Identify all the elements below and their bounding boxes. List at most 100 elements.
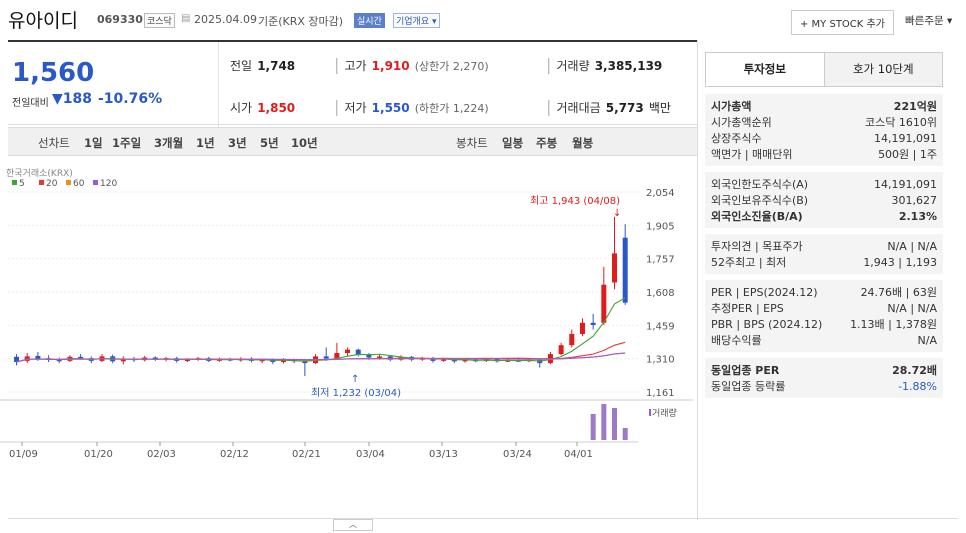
invest-group-g3: 투자의견 | 목표주가 N/A | N/A 52주최고 | 최저 1,943 | 1,… (705, 234, 943, 274)
candle-body (334, 353, 340, 359)
x-tick-label: 02/21 (292, 449, 321, 460)
amount-label: 거래대금 (556, 101, 601, 115)
basis-text: 기준(KRX 장마감) (258, 15, 344, 28)
invest-row-key: PBR | BPS (2024.12) (711, 317, 823, 331)
period-10y[interactable]: 10년 (291, 136, 318, 150)
invest-row-key: 액면가 | 매매단위 (711, 148, 793, 161)
period-1d[interactable]: 1일 (84, 136, 103, 150)
period-5y[interactable]: 5년 (260, 136, 279, 150)
invest-row-key: 시가총액순위 (711, 116, 772, 129)
low-value: 1,550 (371, 101, 410, 115)
arrow-up-icon: ↑ (351, 374, 359, 385)
candle-monthly[interactable]: 월봉 (572, 136, 594, 150)
invest-row-key: 외국인한도주식수(A) (711, 178, 809, 191)
candle-body (462, 359, 468, 362)
realtime-button[interactable]: 실시간 (354, 13, 385, 28)
high-label: 고가 (344, 59, 367, 73)
period-bar: 선차트 1일 1주일 3개월 1년 3년 5년 10년 봉차트 일봉 주봉 월봉 (8, 127, 697, 156)
candle-body (441, 359, 447, 361)
candle-body (569, 333, 575, 346)
candle-body (35, 355, 41, 359)
y-tick-label: 1,608 (646, 288, 675, 299)
invest-row-value: 코스닥 1610위 (865, 116, 937, 129)
high-annotation: 최고 1,943 (04/08) (530, 195, 620, 207)
period-3m[interactable]: 3개월 (154, 136, 184, 150)
collapse-button[interactable]: ︿ (333, 519, 373, 531)
period-1w[interactable]: 1주일 (112, 136, 142, 150)
x-tick-label: 04/01 (564, 449, 593, 460)
legend-label: 60 (73, 179, 85, 189)
invest-row-value: 1.13배 | 1,378원 (850, 318, 937, 331)
candle-body (579, 322, 585, 334)
invest-row: 배당수익률 N/A (711, 332, 937, 348)
candle-weekly[interactable]: 주봉 (536, 136, 558, 150)
volume-label: 거래량 (652, 407, 677, 419)
invest-row: 외국인보유주식수(B) 301,627 (711, 192, 937, 208)
candle-body (78, 356, 84, 359)
y-tick-label: 1,459 (646, 321, 675, 332)
candle-body (558, 345, 564, 355)
invest-row: 동일업종 PER 28.72배 (711, 362, 937, 378)
invest-row: 투자의견 | 목표주가 N/A | N/A (711, 238, 937, 254)
mystock-add-button[interactable]: + MY STOCK 추가 (791, 10, 894, 35)
price-summary: 1,560 전일대비 ▼188 -10.76% 전일 1,748 | 고가 1,… (8, 40, 697, 127)
stock-chart[interactable]: 2,054 1,905 1,757 1,608 1,459 1,310 1,161 한국거래소… (0, 160, 700, 460)
volume-bar (590, 414, 596, 440)
invest-row: 시가총액순위 코스닥 1610위 (711, 114, 937, 130)
candle-body (56, 359, 62, 362)
volume-bar (622, 428, 628, 440)
quick-order-button[interactable]: 빠른주문 ▾ (905, 15, 953, 27)
invest-row: 상장주식수 14,191,091 (711, 130, 937, 146)
tab-invest-info[interactable]: 투자정보 (706, 53, 824, 86)
stock-name: 유아이디 (8, 10, 78, 32)
date-text: 2025.04.09 (194, 13, 257, 26)
invest-row: 추정PER | EPS N/A | N/A (711, 300, 937, 316)
invest-row-key: 외국인보유주식수(B) (711, 194, 809, 207)
period-3y[interactable]: 3년 (228, 136, 247, 150)
y-tick-label: 2,054 (646, 188, 675, 199)
invest-row-value: 2.13% (898, 209, 937, 223)
period-1y[interactable]: 1년 (196, 136, 215, 150)
candle-daily[interactable]: 일봉 (502, 136, 524, 150)
upper-limit: (상한가 2,270) (414, 60, 489, 73)
invest-row-value: N/A | N/A (887, 239, 937, 253)
invest-info-panel: 시가총액 221억원 시가총액순위 코스닥 1610위 상장주식수 14,191,091 액… (705, 94, 943, 404)
calendar-icon: ▤ (181, 13, 191, 24)
invest-row: 52주최고 | 최저 1,943 | 1,193 (711, 254, 937, 270)
low-annotation: 최저 1,232 (03/04) (311, 387, 401, 399)
tab-orderbook[interactable]: 호가 10단계 (823, 53, 942, 86)
company-overview-button[interactable]: 기업개요 ▾ (393, 13, 440, 28)
invest-row-value: N/A | N/A (887, 301, 937, 315)
arrow-down-icon: ↓ (613, 208, 621, 219)
invest-row: 동일업종 등락률 -1.88% (711, 378, 937, 394)
invest-row-key: 외국인소진율(B/A) (711, 210, 803, 223)
open-value: 1,850 (257, 101, 296, 115)
x-tick-label: 01/20 (84, 449, 113, 460)
legend-label: 5 (19, 179, 25, 189)
invest-row-key: PER | EPS(2024.12) (711, 285, 818, 299)
invest-row: PER | EPS(2024.12) 24.76배 | 63원 (711, 284, 937, 300)
invest-row-value: 500원 | 1주 (878, 148, 937, 161)
x-tick-label: 02/03 (147, 449, 176, 460)
invest-group-g1: 시가총액 221억원 시가총액순위 코스닥 1610위 상장주식수 14,191,091 액… (705, 94, 943, 166)
market-badge: 코스닥 (144, 13, 175, 28)
prev-label: 전일 (230, 59, 253, 73)
invest-group-g5: 동일업종 PER 28.72배 동일업종 등락률 -1.88% (705, 358, 943, 398)
amount-value: 5,773 (605, 101, 644, 115)
legend-swatch (93, 180, 98, 185)
candle-body (601, 284, 607, 323)
line-chart-label[interactable]: 선차트 (38, 136, 70, 150)
candle-chart-label[interactable]: 봉차트 (456, 136, 488, 150)
candle-body (302, 361, 308, 364)
legend-swatch (66, 180, 71, 185)
candle-body (590, 322, 596, 326)
amount-unit: 백만 (648, 101, 671, 115)
volume-bar (601, 404, 607, 440)
open-label: 시가 (230, 101, 253, 115)
y-tick-label: 1,905 (646, 221, 675, 232)
candle-body (259, 359, 265, 362)
invest-row-value: -1.88% (898, 379, 937, 393)
invest-row-value: 14,191,091 (874, 177, 937, 191)
invest-row-key: 52주최고 | 최저 (711, 256, 787, 269)
invest-row-key: 투자의견 | 목표주가 (711, 240, 803, 253)
